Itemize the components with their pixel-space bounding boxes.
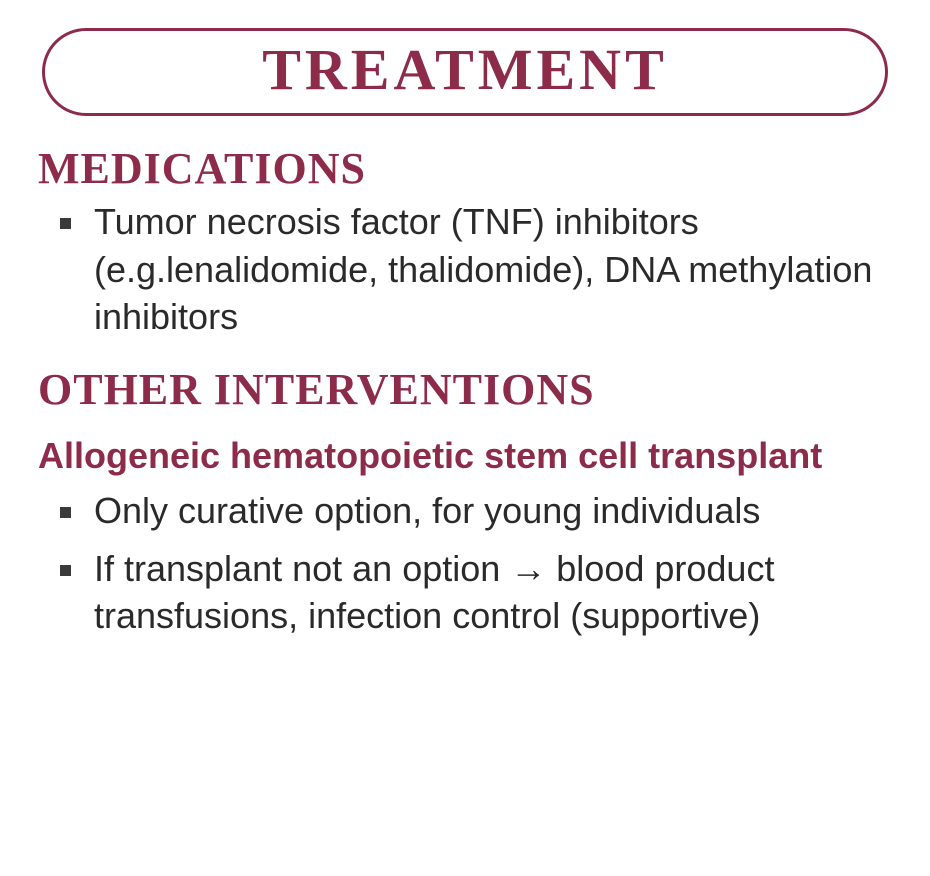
sub-heading-allogeneic: Allogeneic hematopoietic stem cell trans… bbox=[38, 435, 894, 477]
page-title: TREATMENT bbox=[45, 41, 885, 99]
section-heading-medications: MEDICATIONS bbox=[38, 146, 894, 192]
list-item: If transplant not an option → blood prod… bbox=[60, 545, 894, 640]
title-banner: TREATMENT bbox=[42, 28, 888, 116]
section-heading-other-interventions: OTHER INTERVENTIONS bbox=[38, 367, 894, 413]
medications-list: Tumor necrosis factor (TNF) inhibitors (… bbox=[60, 198, 894, 341]
list-item: Tumor necrosis factor (TNF) inhibitors (… bbox=[60, 198, 894, 341]
interventions-list: Only curative option, for young individu… bbox=[60, 487, 894, 640]
list-item: Only curative option, for young individu… bbox=[60, 487, 894, 535]
